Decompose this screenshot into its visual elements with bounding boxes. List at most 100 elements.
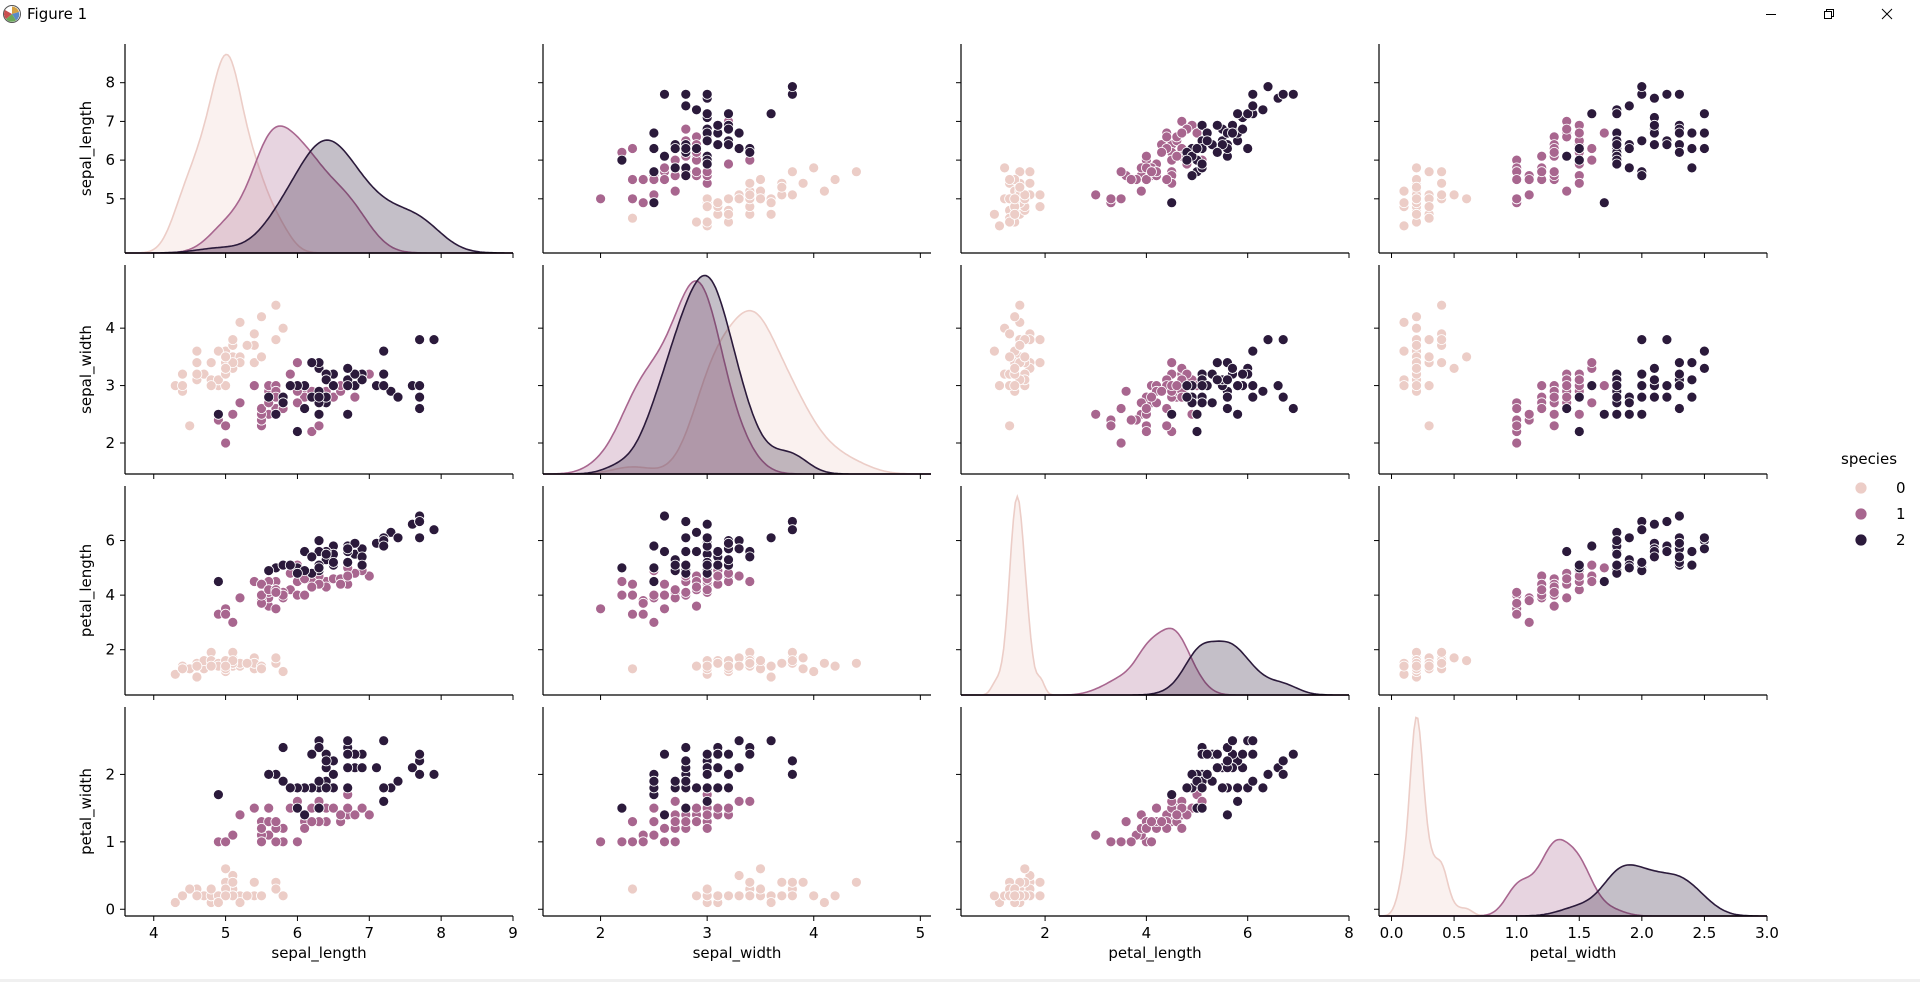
- point-species-1: [248, 802, 260, 814]
- point-species-0: [819, 897, 830, 908]
- point-species-1: [356, 802, 368, 814]
- y-tick-label: 3: [105, 377, 115, 395]
- point-species-0: [1411, 181, 1422, 193]
- point-species-2: [392, 391, 404, 403]
- point-species-0: [277, 666, 289, 677]
- maximize-button[interactable]: [1806, 0, 1852, 28]
- point-species-2: [1636, 524, 1648, 536]
- kde-species-2: [543, 274, 931, 475]
- axes-sepal_width-vs-petal_length: [956, 265, 1350, 479]
- y-tick-label: 8: [105, 74, 115, 92]
- point-species-2: [306, 551, 318, 563]
- point-species-2: [284, 559, 296, 571]
- point-species-0: [691, 216, 702, 228]
- point-species-0: [989, 890, 1000, 902]
- point-species-2: [1686, 374, 1698, 386]
- point-species-2: [1181, 391, 1193, 403]
- point-species-1: [627, 193, 638, 205]
- point-species-0: [701, 201, 713, 213]
- point-species-1: [248, 380, 260, 392]
- legend-marker-species-0: [1854, 481, 1868, 495]
- point-species-2: [1636, 368, 1648, 380]
- point-species-2: [392, 532, 404, 544]
- point-species-2: [291, 567, 303, 579]
- point-species-0: [1398, 660, 1410, 672]
- point-species-1: [669, 584, 681, 596]
- figure-canvas[interactable]: 5 6 7 8 sepal_length 2 3 4 sepal_width 2 4 6 petal_l…: [0, 28, 1920, 982]
- point-species-0: [712, 657, 724, 669]
- point-species-2: [648, 127, 660, 139]
- point-species-2: [1237, 748, 1248, 760]
- point-species-0: [1448, 652, 1460, 664]
- point-species-2: [327, 557, 339, 568]
- point-species-0: [1461, 655, 1472, 666]
- point-species-0: [220, 890, 232, 902]
- point-species-1: [1156, 816, 1167, 827]
- point-species-2: [1699, 532, 1710, 544]
- point-species-2: [378, 796, 390, 807]
- point-species-0: [1019, 189, 1031, 201]
- x-axis-label: sepal_length: [271, 944, 366, 963]
- point-species-1: [701, 809, 713, 821]
- point-species-2: [1674, 403, 1685, 414]
- point-species-1: [616, 576, 628, 587]
- point-species-2: [414, 334, 426, 346]
- point-species-2: [1674, 147, 1685, 158]
- point-species-0: [1398, 345, 1410, 357]
- x-tick-label: 3: [702, 924, 712, 942]
- point-species-1: [648, 816, 660, 827]
- point-species-2: [1573, 426, 1585, 437]
- point-species-2: [1686, 391, 1698, 403]
- point-species-1: [291, 836, 303, 848]
- point-species-2: [414, 516, 426, 527]
- close-button[interactable]: [1864, 0, 1910, 28]
- point-species-0: [248, 876, 260, 888]
- point-species-2: [378, 345, 390, 357]
- point-species-2: [378, 540, 390, 552]
- point-species-1: [712, 570, 724, 582]
- point-species-2: [648, 775, 660, 787]
- point-species-0: [819, 185, 830, 197]
- point-species-1: [220, 437, 232, 449]
- point-species-2: [371, 762, 382, 774]
- minimize-button[interactable]: [1748, 0, 1794, 28]
- point-species-0: [787, 655, 798, 666]
- point-species-1: [627, 816, 638, 827]
- axes-sepal_length-vs-petal_width: [1374, 44, 1768, 258]
- point-species-2: [712, 546, 724, 557]
- x-tick-label: 0.0: [1380, 924, 1404, 942]
- point-species-1: [659, 578, 670, 590]
- point-species-2: [1623, 143, 1635, 154]
- point-species-0: [191, 345, 203, 357]
- point-species-1: [680, 816, 692, 827]
- axes-petal_width-vs-petal_length: [956, 707, 1350, 921]
- point-species-0: [1034, 876, 1046, 888]
- point-species-2: [1287, 403, 1299, 414]
- point-species-1: [733, 796, 745, 807]
- point-species-2: [659, 88, 670, 100]
- point-species-0: [1004, 174, 1015, 185]
- window-bottom-border: [0, 979, 1920, 982]
- point-species-2: [1227, 362, 1238, 374]
- point-species-0: [248, 328, 260, 340]
- point-species-0: [1411, 208, 1422, 220]
- point-species-0: [776, 876, 788, 888]
- point-species-0: [1423, 380, 1435, 392]
- point-species-1: [327, 802, 339, 814]
- x-tick-label: 6: [293, 924, 303, 942]
- point-species-2: [313, 775, 325, 787]
- title-bar[interactable]: Figure 1: [0, 0, 1920, 28]
- point-species-2: [701, 518, 713, 530]
- point-species-0: [270, 883, 282, 895]
- point-species-1: [595, 193, 606, 205]
- point-species-1: [1090, 829, 1102, 841]
- point-species-1: [1146, 836, 1157, 848]
- point-species-0: [277, 890, 289, 902]
- point-species-0: [1014, 339, 1026, 351]
- point-species-2: [1222, 374, 1233, 386]
- point-species-2: [1242, 143, 1254, 154]
- point-species-2: [306, 357, 318, 369]
- point-species-2: [1232, 408, 1243, 420]
- point-species-0: [765, 197, 777, 209]
- point-species-0: [755, 193, 766, 205]
